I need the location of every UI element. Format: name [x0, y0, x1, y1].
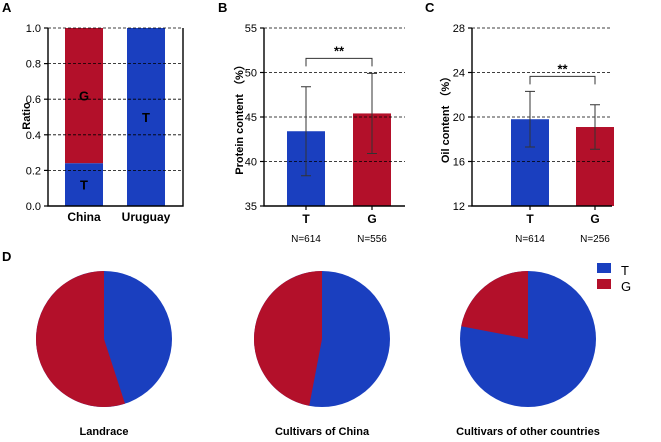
c-ytick-label: 16	[453, 157, 465, 169]
a-ylabel: Ratio	[21, 102, 33, 130]
a-xtick-label: Uruguay	[122, 210, 171, 224]
legend-label-t: T	[621, 263, 629, 278]
b-n-label: N=556	[357, 234, 387, 245]
a-axes	[47, 28, 184, 207]
c-error-bar	[525, 90, 535, 148]
pie-title: Landrace	[80, 426, 129, 438]
chart-a: Ratio 0.0 0.2 0.4 0.6 0.8 1.0 China Urug…	[21, 23, 184, 224]
a-segment-label: G	[79, 89, 89, 104]
a-ytick-label: 0.8	[26, 59, 41, 71]
legend-label-g: G	[621, 279, 631, 294]
b-ytick-label: 55	[245, 23, 257, 35]
c-significance: **	[557, 61, 568, 76]
a-ytick-label: 1.0	[26, 23, 41, 35]
a-segment-label: T	[142, 110, 150, 125]
c-significance-bracket	[529, 75, 596, 85]
c-xtick-label: T	[526, 212, 534, 226]
panel-label-c: C	[425, 0, 435, 15]
legend-swatch-g	[597, 279, 611, 289]
a-xtick-label: China	[67, 210, 101, 224]
legend-swatch-t	[597, 263, 611, 273]
b-ylabel: Protein content （%）	[233, 59, 246, 175]
b-error-bar	[301, 86, 311, 177]
pie-slice-g	[461, 271, 528, 339]
c-n-label: N=256	[580, 234, 610, 245]
b-error-bar	[367, 72, 377, 154]
chart-c: Oil content （%） 12 16 20 24 28 T G N=614…	[439, 23, 614, 245]
a-segment-label: T	[80, 178, 88, 193]
pie-slice-g	[254, 271, 322, 406]
panel-label-a: A	[2, 0, 12, 15]
chart-b: Protein content （%） 35 40 45 50 55 T G N…	[233, 23, 405, 245]
b-ytick-label: 50	[245, 68, 257, 80]
a-bar-segment	[65, 28, 103, 164]
c-axes	[471, 28, 612, 207]
pie-title: Cultivars of other countries	[456, 426, 600, 438]
panel-label-b: B	[218, 0, 227, 15]
b-ytick-label: 40	[245, 157, 257, 169]
a-ytick-label: 0.4	[26, 130, 41, 142]
b-n-label: N=614	[291, 234, 321, 245]
c-ytick-label: 20	[453, 112, 465, 124]
c-ytick-label: 24	[453, 68, 465, 80]
c-ylabel: Oil content （%）	[439, 71, 452, 163]
a-ytick-label: 0.2	[26, 165, 41, 177]
b-significance: **	[334, 43, 345, 58]
b-ytick-label: 35	[245, 201, 257, 213]
a-bar-segment	[127, 28, 165, 206]
b-axes	[263, 28, 405, 207]
c-error-bar	[590, 104, 600, 150]
c-n-label: N=614	[515, 234, 545, 245]
b-xtick-label: T	[302, 212, 310, 226]
b-significance-bracket	[305, 57, 373, 67]
a-ytick-label: 0.6	[26, 94, 41, 106]
c-ytick-label: 28	[453, 23, 465, 35]
pie-title: Cultivars of China	[275, 426, 370, 438]
pie-slice-g	[36, 271, 126, 407]
c-ytick-label: 12	[453, 201, 465, 213]
panel-label-d: D	[2, 249, 11, 264]
chart-d: Landrace Cultivars of China Cultivars of…	[36, 263, 631, 438]
c-xtick-label: G	[590, 212, 599, 226]
b-xtick-label: G	[367, 212, 376, 226]
b-ytick-label: 45	[245, 112, 257, 124]
a-ytick-label: 0.0	[26, 201, 41, 213]
